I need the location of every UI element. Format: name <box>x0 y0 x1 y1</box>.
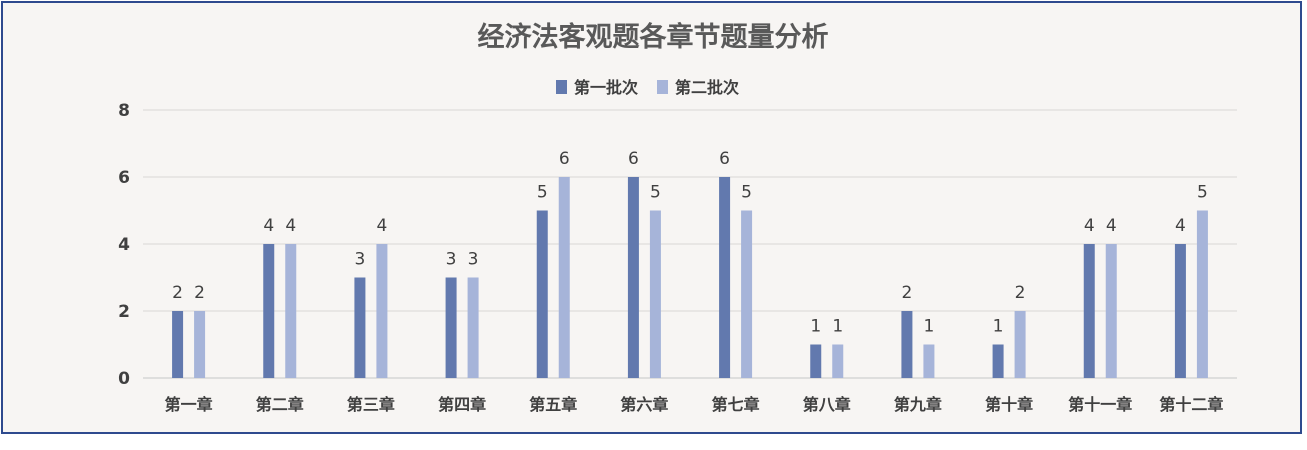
data-label: 6 <box>719 149 730 169</box>
legend-label: 第一批次 <box>574 78 638 97</box>
x-tick-label: 第七章 <box>712 395 760 414</box>
bar-2 <box>1014 311 1026 378</box>
x-tick-label: 第九章 <box>894 395 942 414</box>
data-label: 4 <box>1084 216 1095 236</box>
bar-1 <box>354 277 366 378</box>
bar-2 <box>832 344 844 378</box>
data-label: 5 <box>537 183 548 203</box>
bar-2 <box>376 244 388 378</box>
bar-1 <box>445 277 457 378</box>
x-tick-label: 第四章 <box>438 395 486 414</box>
x-tick-label: 第五章 <box>529 395 577 414</box>
bar-1 <box>263 244 275 378</box>
bar-1 <box>901 311 913 378</box>
data-label: 4 <box>285 216 296 236</box>
legend-swatch <box>556 80 567 94</box>
legend-swatch <box>657 80 668 94</box>
data-label: 2 <box>172 283 183 303</box>
legend: 第一批次 第二批次 <box>556 78 739 97</box>
x-tick-label: 第十二章 <box>1159 395 1223 414</box>
data-label: 5 <box>1197 183 1208 203</box>
data-label: 1 <box>832 317 843 337</box>
y-axis-ticks: 0 2 4 6 8 <box>118 101 130 389</box>
x-tick-label: 第一章 <box>165 395 213 414</box>
x-tick-label: 第十一章 <box>1068 395 1132 414</box>
x-tick-label: 第六章 <box>620 395 668 414</box>
bar-1 <box>627 177 639 378</box>
bar-2 <box>467 277 479 378</box>
data-label: 4 <box>377 216 388 236</box>
bar-1 <box>172 311 184 378</box>
x-tick-label: 第十章 <box>985 395 1033 414</box>
data-label: 1 <box>810 317 821 337</box>
data-label: 4 <box>263 216 274 236</box>
x-tick-label: 第二章 <box>256 395 304 414</box>
bar-2 <box>194 311 206 378</box>
bar-2 <box>285 244 297 378</box>
data-label: 4 <box>1175 216 1186 236</box>
bar-1 <box>536 210 548 378</box>
data-label: 5 <box>650 183 661 203</box>
y-tick-label: 0 <box>118 369 130 389</box>
bars <box>172 177 1208 378</box>
x-tick-label: 第三章 <box>347 395 395 414</box>
bar-1 <box>1083 244 1095 378</box>
data-label: 6 <box>628 149 639 169</box>
y-tick-label: 4 <box>118 235 130 255</box>
data-label: 3 <box>355 250 366 270</box>
data-label: 2 <box>902 283 913 303</box>
x-tick-label: 第八章 <box>803 395 851 414</box>
legend-label: 第二批次 <box>675 78 739 97</box>
data-label: 1 <box>924 317 935 337</box>
data-label: 1 <box>993 317 1004 337</box>
bar-2 <box>1196 210 1208 378</box>
bar-2 <box>1105 244 1117 378</box>
data-label: 2 <box>194 283 205 303</box>
chart-title: 经济法客观题各章节题量分析 <box>478 21 829 53</box>
y-tick-label: 8 <box>118 101 130 121</box>
bar-1 <box>1174 244 1186 378</box>
data-label: 3 <box>446 250 457 270</box>
x-axis-ticks: 第一章 第二章 第三章 第四章 第五章 第六章 第七章 第八章 第九章 第十章 第十一章 第十二章 <box>165 395 1224 414</box>
y-tick-label: 2 <box>118 302 130 322</box>
data-label: 2 <box>1015 283 1026 303</box>
data-label: 6 <box>559 149 570 169</box>
bar-2 <box>741 210 753 378</box>
bar-2 <box>923 344 935 378</box>
bar-2 <box>649 210 661 378</box>
data-label: 4 <box>1106 216 1117 236</box>
gridlines <box>143 109 1237 379</box>
bar-1 <box>992 344 1004 378</box>
y-tick-label: 6 <box>118 168 130 188</box>
bar-1 <box>810 344 822 378</box>
data-label: 5 <box>741 183 752 203</box>
bar-2 <box>558 177 570 378</box>
bar-1 <box>719 177 731 378</box>
data-label: 3 <box>468 250 479 270</box>
